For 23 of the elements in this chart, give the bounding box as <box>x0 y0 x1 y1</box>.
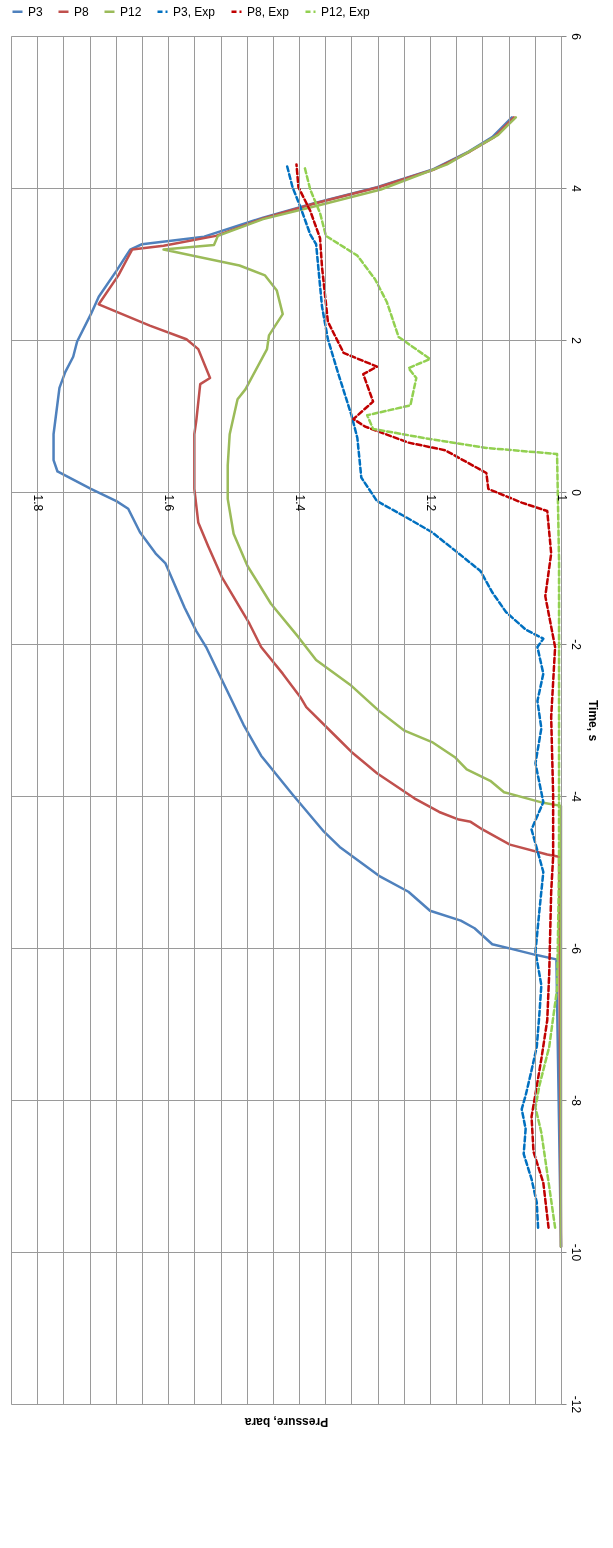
y-tick-label: -10 <box>568 1243 583 1262</box>
y-tick-label: -6 <box>568 943 583 955</box>
x-tick-label: 1 <box>554 494 569 502</box>
y-tick-label: -8 <box>568 1095 583 1107</box>
y-tick-label: -12 <box>568 1395 583 1414</box>
legend-label: P8 <box>74 4 89 19</box>
y-tick-label: 6 <box>568 33 583 41</box>
x-tick-label: 1.6 <box>161 494 176 512</box>
y-tick-label: 0 <box>568 489 583 497</box>
y-tick-label: 2 <box>568 337 583 345</box>
x-tick-label: 1.2 <box>423 494 438 512</box>
y-axis-title: Time, s <box>585 699 600 742</box>
y-tick-label: -4 <box>568 791 583 803</box>
y-tick-label: -2 <box>568 639 583 651</box>
legend-label: P12, Exp <box>321 4 371 19</box>
legend-label: P12 <box>120 4 142 19</box>
y-tick-label: 4 <box>568 185 583 193</box>
legend-label: P3 <box>28 4 43 19</box>
legend-label: P3, Exp <box>173 4 216 19</box>
legend-label: P8, Exp <box>247 4 290 19</box>
x-tick-label: 1.8 <box>30 494 45 512</box>
x-axis-title: Pressure, bara <box>244 1414 329 1429</box>
x-tick-label: 1.4 <box>292 494 307 512</box>
